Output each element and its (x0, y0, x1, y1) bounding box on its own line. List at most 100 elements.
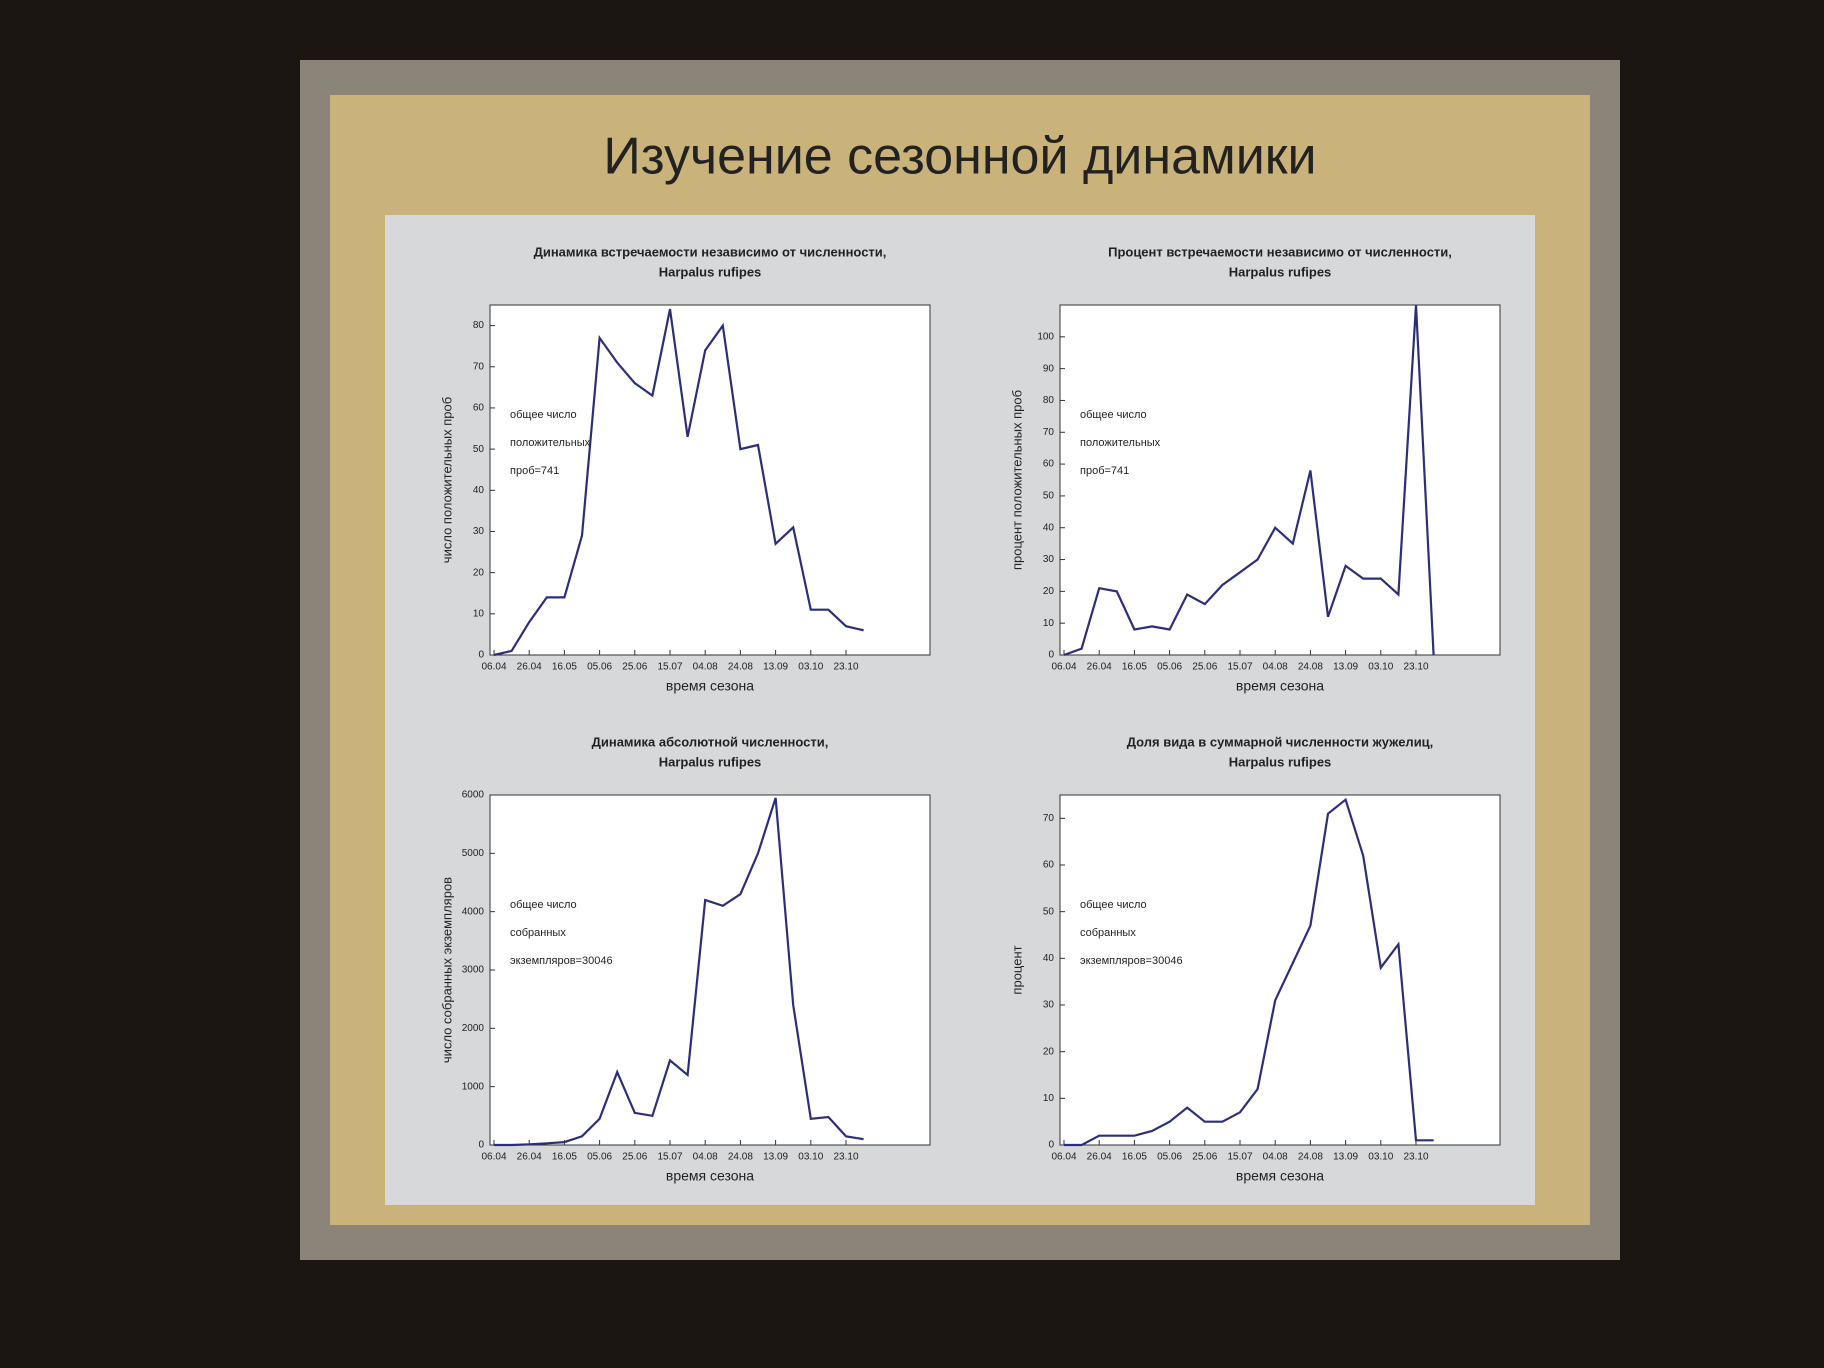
y-tick-label: 20 (1043, 586, 1055, 597)
x-tick-label: 16.05 (1122, 1152, 1147, 1163)
x-tick-label: 24.08 (1298, 662, 1323, 673)
y-axis-label: процент (1009, 945, 1024, 994)
chart-subtitle: Harpalus rufipes (1229, 754, 1332, 769)
annotation: экземпляров=30046 (1080, 955, 1183, 967)
x-tick-label: 25.06 (1192, 662, 1217, 673)
slide-title: Изучение сезонной динамики (603, 128, 1316, 186)
y-tick-label: 40 (1043, 522, 1055, 533)
x-tick-label: 16.05 (1122, 662, 1147, 673)
x-tick-label: 06.04 (1051, 662, 1076, 673)
x-tick-label: 16.05 (552, 1152, 577, 1163)
x-tick-label: 05.06 (587, 1152, 612, 1163)
y-tick-label: 5000 (462, 848, 485, 859)
x-tick-label: 26.04 (1087, 662, 1112, 673)
x-tick-label: 26.04 (517, 662, 542, 673)
annotation: проб=741 (1080, 465, 1129, 477)
y-tick-label: 50 (473, 444, 485, 455)
data-line (1063, 304, 1435, 657)
y-tick-label: 30 (473, 526, 485, 537)
x-tick-label: 25.06 (1192, 1152, 1217, 1163)
plot-area (489, 304, 931, 656)
y-tick-label: 0 (478, 650, 484, 661)
x-tick-label: 15.07 (657, 662, 682, 673)
y-tick-label: 10 (473, 608, 485, 619)
y-tick-label: 20 (473, 567, 485, 578)
y-axis-label: число положительных проб (439, 397, 454, 563)
y-tick-label: 60 (473, 403, 485, 414)
x-axis-label: время сезона (1236, 678, 1324, 694)
chart-subtitle: Harpalus rufipes (1229, 264, 1332, 279)
y-tick-label: 0 (1048, 1140, 1054, 1151)
y-tick-label: 30 (1043, 554, 1055, 565)
y-tick-label: 90 (1043, 363, 1055, 374)
x-tick-label: 26.04 (517, 1152, 542, 1163)
x-tick-label: 05.06 (1157, 662, 1182, 673)
y-tick-label: 80 (1043, 395, 1055, 406)
y-tick-label: 2000 (462, 1023, 485, 1034)
x-tick-label: 05.06 (587, 662, 612, 673)
chart-title: Доля вида в суммарной численности жужели… (1127, 734, 1434, 749)
plot-area (1059, 794, 1501, 1146)
x-tick-label: 13.09 (763, 1152, 788, 1163)
annotation: экземпляров=30046 (510, 955, 613, 967)
y-tick-label: 20 (1043, 1046, 1055, 1057)
plot-area (1059, 304, 1501, 656)
data-line (493, 308, 864, 657)
y-tick-label: 0 (478, 1140, 484, 1151)
x-tick-label: 15.07 (657, 1152, 682, 1163)
y-tick-label: 80 (473, 320, 485, 331)
y-tick-label: 10 (1043, 1093, 1055, 1104)
x-tick-label: 23.10 (1403, 1152, 1428, 1163)
x-tick-label: 03.10 (798, 662, 823, 673)
y-axis-label: число собранных экземпляров (439, 877, 454, 1063)
annotation: положительных (1080, 437, 1161, 449)
x-tick-label: 13.09 (763, 662, 788, 673)
y-tick-label: 4000 (462, 906, 485, 917)
x-tick-label: 15.07 (1227, 1152, 1252, 1163)
x-axis-label: время сезона (1236, 1168, 1324, 1184)
charts: Динамика встречаемости независимо от чис… (439, 244, 1501, 1184)
chart-subtitle: Harpalus rufipes (659, 754, 762, 769)
y-tick-label: 0 (1048, 650, 1054, 661)
annotation: проб=741 (510, 465, 559, 477)
y-tick-label: 3000 (462, 965, 485, 976)
x-tick-label: 23.10 (833, 662, 858, 673)
y-tick-label: 50 (1043, 906, 1055, 917)
data-line (494, 797, 864, 1147)
x-tick-label: 15.07 (1227, 662, 1252, 673)
y-tick-label: 1000 (462, 1081, 485, 1092)
chart-title: Динамика абсолютной численности, (592, 734, 829, 749)
annotation: собранных (510, 927, 566, 939)
chart-subtitle: Harpalus rufipes (659, 264, 762, 279)
x-tick-label: 04.08 (693, 1152, 718, 1163)
x-tick-label: 25.06 (622, 662, 647, 673)
x-tick-label: 13.09 (1333, 1152, 1358, 1163)
y-tick-label: 70 (1043, 427, 1055, 438)
x-tick-label: 23.10 (833, 1152, 858, 1163)
x-axis-label: время сезона (666, 678, 754, 694)
x-tick-label: 25.06 (622, 1152, 647, 1163)
y-tick-label: 70 (473, 361, 485, 372)
x-tick-label: 13.09 (1333, 662, 1358, 673)
annotation: положительных (510, 437, 591, 449)
y-tick-label: 10 (1043, 618, 1055, 629)
y-tick-label: 70 (1043, 813, 1055, 824)
y-tick-label: 40 (473, 485, 485, 496)
annotation: общее число (510, 409, 577, 421)
x-tick-label: 06.04 (481, 1152, 506, 1163)
x-tick-label: 24.08 (728, 662, 753, 673)
annotation: общее число (1080, 899, 1147, 911)
x-tick-label: 03.10 (798, 1152, 823, 1163)
y-tick-label: 50 (1043, 491, 1055, 502)
y-axis-label: процент положительных проб (1009, 390, 1024, 570)
y-tick-label: 60 (1043, 459, 1055, 470)
y-tick-label: 40 (1043, 953, 1055, 964)
x-tick-label: 05.06 (1157, 1152, 1182, 1163)
x-tick-label: 24.08 (1298, 1152, 1323, 1163)
data-line (1064, 797, 1434, 1147)
plot-area (489, 794, 931, 1146)
x-tick-label: 03.10 (1368, 1152, 1393, 1163)
y-tick-label: 6000 (462, 790, 485, 801)
